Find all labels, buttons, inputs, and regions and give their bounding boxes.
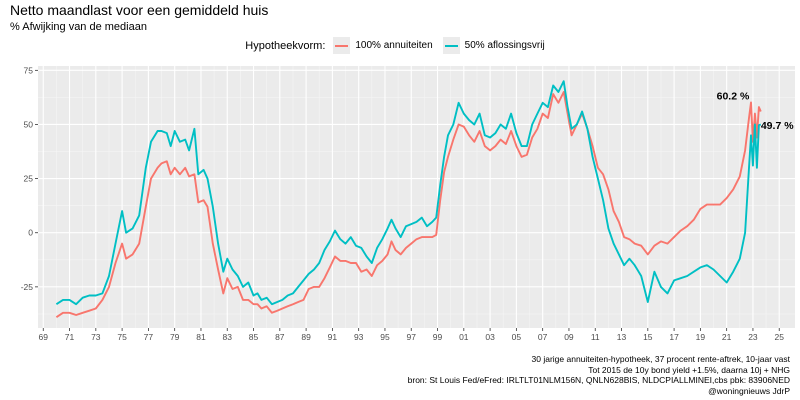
caption-line-2: Tot 2015 de 10y bond yield +1.5%, daarna… (588, 364, 790, 375)
x-tick-label: 09 (564, 332, 574, 342)
legend-label-annuiteiten: 100% annuiteiten (355, 40, 433, 51)
x-tick-label: 85 (249, 332, 259, 342)
y-tick-label: 75 (24, 65, 34, 75)
legend: Hypotheekvorm: 100% annuiteiten 50% aflo… (0, 37, 800, 54)
x-tick-label: 15 (643, 332, 653, 342)
series-line-aflossingsvrij (55, 80, 762, 306)
x-tick-label: 11 (591, 332, 600, 342)
y-tick-label: 50 (24, 119, 34, 129)
x-tick-label: 87 (275, 332, 285, 342)
x-tick-label: 89 (301, 332, 311, 342)
grid-major (38, 66, 795, 328)
x-axis: 69 71 73 75 77 79 81 83 85 87 89 91 93 95 97 99 01 03 05 07… (39, 328, 784, 342)
x-tick-label: 93 (354, 332, 364, 342)
x-tick-label: 23 (748, 332, 758, 342)
x-tick-label: 01 (459, 332, 469, 342)
x-tick-label: 05 (512, 332, 522, 342)
x-tick-label: 79 (170, 332, 180, 342)
x-tick-label: 97 (407, 332, 417, 342)
y-axis: -25 0 25 50 75 (21, 65, 38, 292)
x-tick-label: 75 (117, 332, 127, 342)
x-tick-label: 71 (65, 332, 75, 342)
legend-key-annuiteiten (333, 37, 351, 54)
x-tick-label: 77 (144, 332, 154, 342)
x-tick-label: 25 (774, 332, 784, 342)
annotation-label: 60.2 % (717, 90, 750, 102)
x-tick-label: 21 (722, 332, 732, 342)
chart-subtitle: % Afwijking van de mediaan (10, 21, 147, 33)
x-tick-label: 13 (617, 332, 627, 342)
legend-key-aflossingsvrij (442, 37, 460, 54)
x-tick-label: 69 (39, 332, 49, 342)
caption-line-1: 30 jarige annuiteiten-hypotheek, 37 proc… (531, 354, 790, 364)
grid-minor (38, 66, 795, 328)
x-tick-label: 83 (223, 332, 233, 342)
plot-panel (38, 66, 795, 328)
series-line-annuiteiten (55, 91, 762, 318)
x-tick-label: 73 (91, 332, 101, 342)
y-tick-label: 0 (28, 228, 33, 238)
y-tick-label: -25 (21, 282, 34, 292)
legend-title: Hypotheekvorm: (245, 39, 326, 52)
x-tick-label: 95 (380, 332, 390, 342)
caption-line-4: @woningnieuws JdrP (708, 385, 790, 396)
x-tick-label: 81 (196, 332, 206, 342)
y-tick-label: 25 (24, 174, 34, 184)
series-layer (55, 80, 762, 318)
legend-label-aflossingsvrij: 50% aflossingsvrij (464, 40, 545, 51)
x-tick-label: 91 (328, 332, 338, 342)
chart-title: Netto maandlast voor een gemiddeld huis (10, 2, 269, 18)
x-tick-label: 19 (696, 332, 706, 342)
annotation-label: 49.7 % (761, 120, 794, 132)
legend-item-aflossingsvrij: 50% aflossingsvrij (442, 37, 545, 54)
caption-line-3: bron: St Louis Fed/eFred: IRLTLT01NLM156… (407, 375, 790, 385)
x-tick-label: 17 (669, 332, 679, 342)
x-tick-label: 03 (485, 332, 495, 342)
annotation-layer: 60.2 % 49.7 % (717, 90, 795, 132)
caption: 30 jarige annuiteiten-hypotheek, 37 proc… (408, 354, 790, 396)
legend-item-annuiteiten: 100% annuiteiten (333, 37, 433, 54)
x-tick-label: 99 (433, 332, 443, 342)
x-tick-label: 07 (538, 332, 548, 342)
